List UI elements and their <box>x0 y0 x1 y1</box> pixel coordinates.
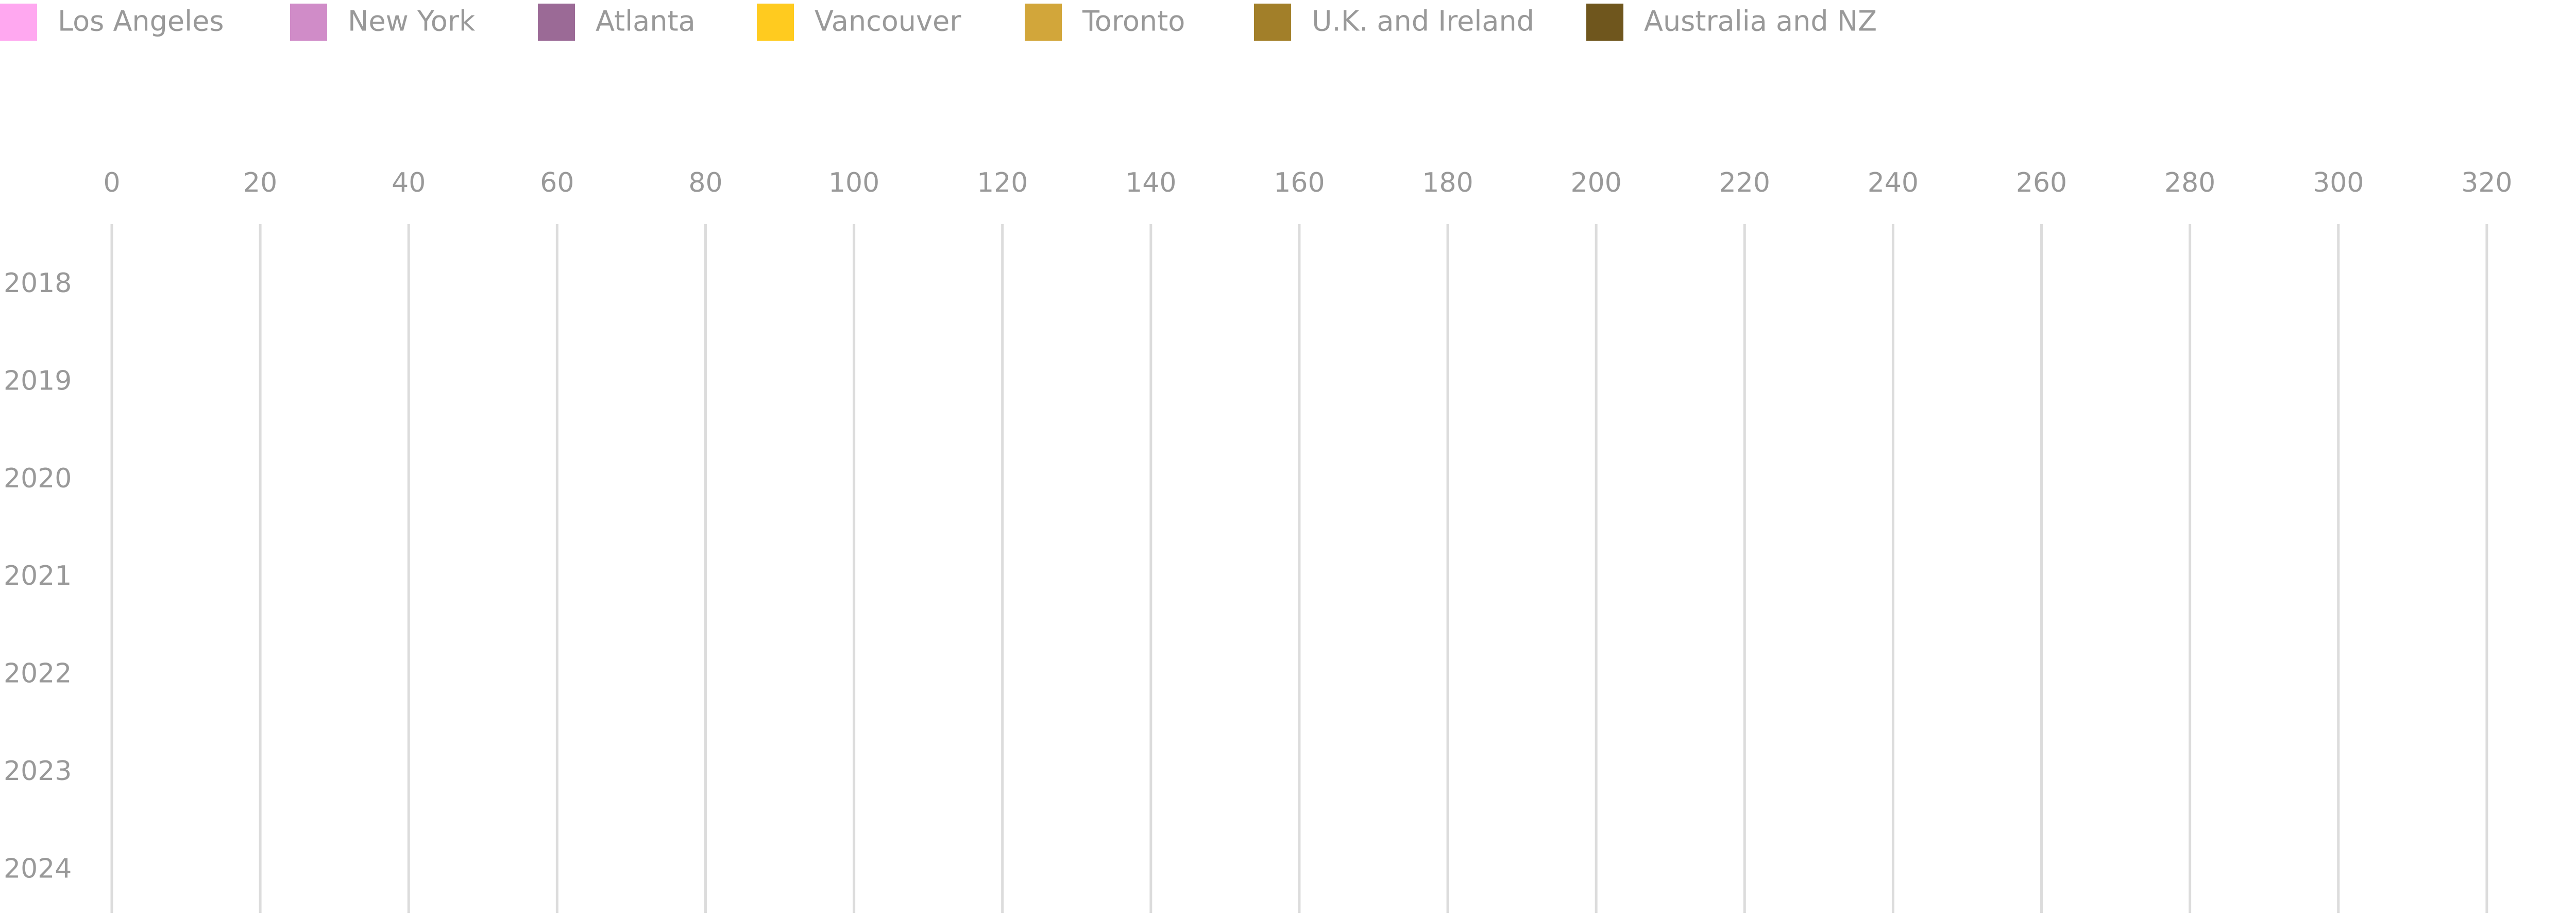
x-tick-label: 20 <box>243 167 277 198</box>
legend-swatch <box>757 4 794 41</box>
x-tick-label: 120 <box>977 167 1028 198</box>
legend-swatch <box>290 4 327 41</box>
x-tick-label: 300 <box>2313 167 2364 198</box>
y-tick-label: 2020 <box>4 463 72 494</box>
legend-swatch <box>1025 4 1062 41</box>
y-tick-label: 2024 <box>4 853 72 884</box>
legend-label: Atlanta <box>596 5 696 38</box>
x-tick-label: 160 <box>1274 167 1325 198</box>
legend-swatch <box>538 4 575 41</box>
x-tick-label: 280 <box>2164 167 2215 198</box>
x-tick-label: 180 <box>1422 167 1473 198</box>
x-tick-label: 40 <box>392 167 426 198</box>
legend-label: U.K. and Ireland <box>1312 5 1534 38</box>
x-tick-label: 60 <box>540 167 574 198</box>
legend-swatch <box>1254 4 1291 41</box>
x-tick-label: 80 <box>688 167 722 198</box>
x-tick-label: 200 <box>1571 167 1622 198</box>
y-tick-label: 2018 <box>4 268 72 299</box>
legend-label: Australia and NZ <box>1644 5 1877 38</box>
legend-label: New York <box>348 5 476 38</box>
y-tick-label: 2019 <box>4 365 72 396</box>
x-tick-label: 0 <box>103 167 120 198</box>
legend-label: Toronto <box>1082 5 1185 38</box>
x-tick-label: 260 <box>2016 167 2067 198</box>
legend-label: Vancouver <box>815 5 961 38</box>
legend-swatch <box>1586 4 1623 41</box>
legend-label: Los Angeles <box>58 5 224 38</box>
x-tick-label: 240 <box>1868 167 1919 198</box>
legend-swatch <box>0 4 37 41</box>
x-tick-label: 220 <box>1719 167 1770 198</box>
y-tick-label: 2023 <box>4 756 72 787</box>
x-tick-label: 320 <box>2461 167 2512 198</box>
x-tick-label: 100 <box>828 167 879 198</box>
y-tick-label: 2021 <box>4 561 72 591</box>
x-tick-label: 140 <box>1125 167 1176 198</box>
y-tick-label: 2022 <box>4 658 72 689</box>
